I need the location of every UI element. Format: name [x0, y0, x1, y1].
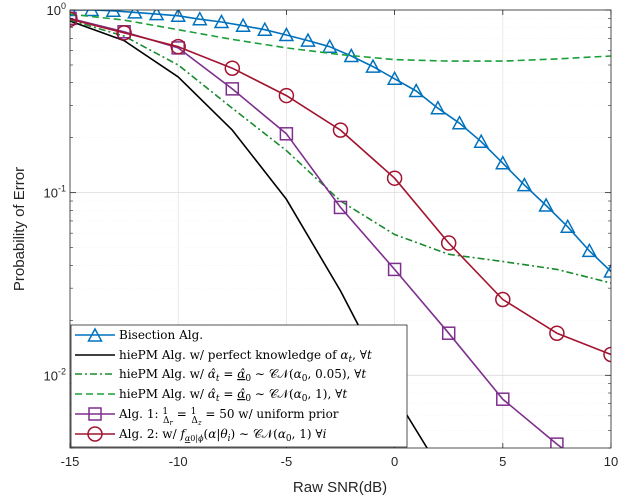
legend-label-hiepm-1: hiePM Alg. w/ α̂t = α̂0 ∼ 𝒞𝒩(α0, 1), ∀t — [119, 387, 347, 404]
series-line-5 — [70, 18, 611, 356]
legend-item-alg2: Alg. 2: w/ fα0|ϕ(α|θi) ∼ 𝒞𝒩(α0, 1) ∀i — [75, 426, 327, 444]
series-marker-circle — [278, 87, 295, 104]
series-marker-square — [279, 127, 294, 141]
series-marker-triangle — [148, 10, 165, 21]
series-marker-triangle — [386, 70, 403, 86]
x-tick-label: -15 — [61, 454, 80, 469]
series-marker-triangle — [170, 10, 186, 23]
series-line-3 — [70, 13, 611, 62]
series-marker-triangle — [300, 32, 316, 47]
series-marker-circle — [70, 11, 78, 27]
series-marker-triangle — [213, 13, 230, 29]
x-tick-label: 10 — [604, 454, 618, 469]
series-marker-square — [550, 437, 564, 448]
series-marker-circle — [603, 346, 611, 363]
series-marker-circle — [332, 122, 349, 138]
series-marker-triangle — [365, 58, 381, 73]
series-marker-triangle — [516, 177, 533, 192]
series-marker-circle — [495, 291, 511, 308]
series-marker-triangle — [451, 115, 468, 130]
series-marker-circle — [386, 170, 403, 186]
series-marker-circle — [549, 325, 565, 341]
x-tick-label: 5 — [499, 454, 506, 469]
series-marker-triangle — [127, 10, 143, 19]
series-marker-triangle — [430, 100, 446, 115]
legend-label-bisection: Bisection Alg. — [119, 328, 203, 342]
y-axis-label: Probability of Error — [11, 167, 28, 291]
y-tick-label: 100 — [47, 1, 66, 18]
x-tick-label: -5 — [281, 454, 293, 469]
legend-item-hiepm-1: hiePM Alg. w/ α̂t = α̂0 ∼ 𝒞𝒩(α0, 1), ∀t — [75, 387, 347, 404]
series-marker-triangle — [278, 26, 295, 42]
series-marker-triangle — [257, 21, 273, 36]
legend-item-hiepm-perfect: hiePM Alg. w/ perfect knowledge of αt, ∀… — [75, 348, 372, 365]
circle-marker-icon — [87, 426, 103, 442]
series-marker-triangle — [603, 263, 611, 278]
series-marker-triangle — [559, 218, 576, 234]
square-marker-icon — [88, 407, 102, 421]
legend-label-alg2: Alg. 2: w/ fα0|ϕ(α|θi) ∼ 𝒞𝒩(α0, 1) ∀i — [118, 427, 327, 444]
series-marker-circle — [116, 25, 132, 41]
series-marker-square — [225, 82, 240, 96]
series-marker-circle — [170, 38, 186, 55]
series-marker-triangle — [235, 17, 251, 32]
series-marker-circle — [440, 235, 457, 251]
series-marker-triangle — [321, 38, 338, 53]
series-marker-triangle — [538, 197, 554, 212]
legend-item-bisection: Bisection Alg. — [75, 327, 203, 342]
series-marker-circle — [224, 60, 241, 76]
plot-frame — [69, 9, 612, 449]
legend-box — [70, 324, 408, 448]
series-marker-triangle — [473, 133, 489, 148]
series-marker-triangle — [192, 11, 208, 26]
triangle-marker-icon — [87, 327, 103, 342]
series-marker-triangle — [495, 155, 511, 170]
x-tick-label: -10 — [169, 454, 188, 469]
legend-label-hiepm-perfect: hiePM Alg. w/ perfect knowledge of αt, ∀… — [119, 348, 372, 365]
series-marker-square — [441, 326, 456, 340]
series-marker-triangle — [581, 242, 598, 258]
series-marker-triangle — [83, 10, 100, 17]
legend: Bisection Alg. hiePM Alg. w/ perfect kno… — [70, 324, 408, 448]
x-tick-label: 0 — [391, 454, 398, 469]
series-marker-square — [333, 200, 348, 215]
series-marker-square — [496, 392, 510, 406]
series-marker-square — [70, 11, 77, 26]
series-marker-square — [387, 262, 402, 277]
y-tick-label: 10-1 — [44, 184, 66, 201]
y-tick-label: 10-2 — [44, 366, 66, 383]
series-marker-triangle — [408, 82, 424, 98]
x-axis-label: Raw SNR(dB) — [293, 479, 387, 496]
